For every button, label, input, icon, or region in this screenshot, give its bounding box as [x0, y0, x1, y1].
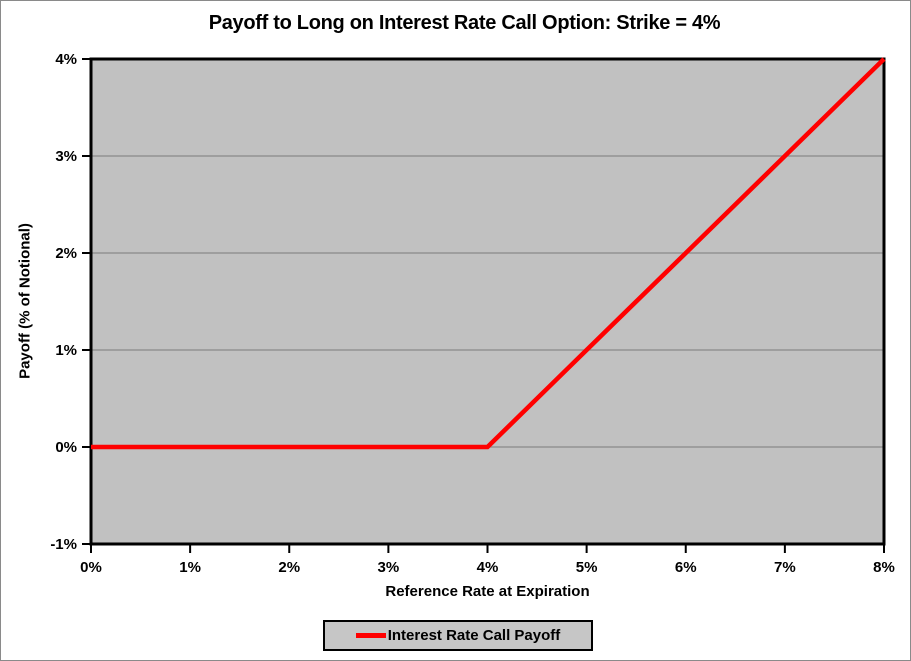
- x-tick-label: 5%: [576, 559, 598, 576]
- y-tick-label: 3%: [55, 148, 77, 165]
- x-tick-label: 7%: [774, 559, 796, 576]
- chart-title: Payoff to Long on Interest Rate Call Opt…: [208, 12, 721, 34]
- y-axis-title: Payoff (% of Notional): [16, 223, 34, 379]
- x-tick-label: 8%: [873, 559, 895, 576]
- y-tick-label: 2%: [55, 245, 77, 262]
- x-tick-label: 4%: [477, 559, 499, 576]
- y-tick-label: 4%: [55, 51, 77, 68]
- x-axis-title: Reference Rate at Expiration: [385, 583, 590, 600]
- x-tick-label: 1%: [179, 559, 201, 576]
- series-line: [91, 57, 886, 450]
- x-tick-label: 6%: [675, 559, 697, 576]
- x-tick-label: 2%: [278, 559, 300, 576]
- legend: Interest Rate Call Payoff: [323, 620, 593, 651]
- legend-line-icon: [355, 633, 386, 638]
- y-tick-label: -1%: [50, 536, 77, 553]
- y-tick-label: 0%: [55, 439, 77, 456]
- x-tick-label: 0%: [80, 559, 102, 576]
- x-tick-label: 3%: [378, 559, 400, 576]
- y-tick-label: 1%: [55, 342, 77, 359]
- legend-label: Interest Rate Call Payoff: [387, 627, 561, 644]
